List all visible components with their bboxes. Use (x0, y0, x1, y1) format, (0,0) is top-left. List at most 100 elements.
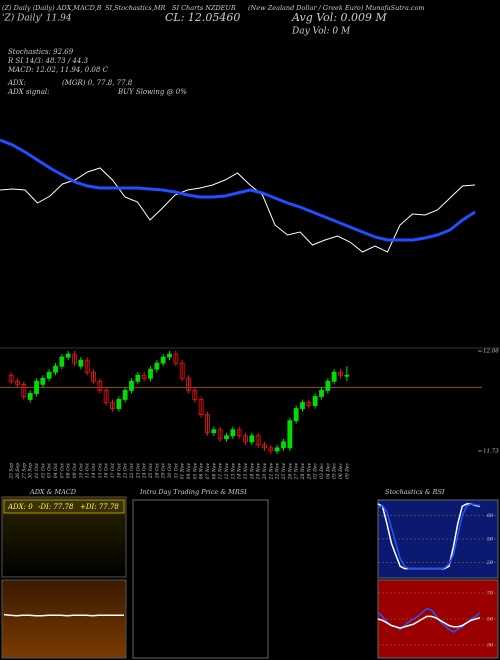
candle-body (243, 435, 248, 443)
candle-body (8, 374, 14, 382)
header-text: (New Zealand Dollar / Greek Euro) Munafa… (248, 4, 425, 12)
candle-body (21, 383, 27, 397)
x-tick-label: 01 Nov (180, 463, 186, 480)
candle-body (224, 435, 229, 440)
candle-body (281, 441, 286, 449)
header-text: (Z) Daily (Daily) ADX,MACD,B (2, 4, 102, 12)
candle-body (110, 402, 115, 409)
x-tick-label: 03 Dec (319, 463, 325, 479)
header-text: R SI 14/3: 48.73 / 44.3 (7, 57, 89, 65)
y-tick-label: 20 (486, 560, 494, 566)
candle-body (287, 420, 293, 449)
candle-body (84, 359, 90, 373)
x-tick-label: 18 Nov (249, 463, 255, 480)
intraday-panel (132, 499, 269, 659)
x-tick-label: 23 Oct (135, 463, 141, 479)
candle-body (59, 356, 65, 367)
x-tick-label: 20 Nov (262, 463, 268, 481)
candle-body (331, 371, 337, 382)
x-tick-label: 11 Nov (218, 463, 224, 480)
candle-body (198, 399, 204, 416)
candle-body (192, 389, 198, 400)
candle-body (97, 380, 103, 391)
x-tick-label: 02 Oct (40, 463, 46, 478)
x-tick-label: 07 Oct (59, 463, 65, 478)
x-tick-label: 31 Oct (173, 463, 179, 478)
candle-body (116, 399, 122, 409)
candle-body (306, 402, 312, 406)
candle-body (230, 429, 236, 437)
x-tick-label: 03 Oct (47, 463, 53, 478)
series-line (377, 503, 481, 570)
y-tick-label: 12.06 (483, 349, 499, 355)
candle-body (141, 374, 147, 379)
header-text: 'Z) Daily' 11.94 (2, 13, 72, 24)
x-tick-label: 19 Nov (256, 463, 262, 480)
y-tick-label: 50 (487, 617, 494, 623)
x-tick-label: 09 Dec (344, 463, 350, 479)
x-tick-label: 09 Oct (72, 463, 78, 478)
x-tick-label: 04 Dec (325, 463, 331, 479)
candle-body (312, 396, 318, 406)
header-text: BUY Slowing @ 0% (117, 88, 187, 96)
x-tick-label: 24 Oct (142, 463, 148, 479)
candle-body (236, 429, 242, 437)
x-tick-label: 30 Sep (28, 463, 34, 479)
candle-body (179, 362, 185, 379)
x-tick-label: 17 Oct (110, 463, 116, 478)
x-tick-label: 07 Nov (205, 463, 211, 480)
x-tick-label: 27 Nov (294, 463, 300, 481)
candle-body (27, 393, 33, 400)
x-tick-label: 01 Oct (34, 463, 40, 478)
x-tick-label: 06 Nov (199, 463, 205, 480)
header-text: Day Vol: 0 M (291, 27, 351, 37)
x-tick-label: 14 Oct (91, 463, 97, 478)
x-tick-label: 08 Oct (66, 463, 72, 478)
candle-body (78, 359, 84, 367)
x-tick-label: 13 Nov (230, 463, 236, 480)
series-line (0, 138, 476, 242)
series-line (377, 615, 481, 629)
adx-strip (3, 499, 125, 514)
x-tick-label: 06 Dec (338, 463, 344, 479)
header-text: SI Charts NZDEUR (172, 4, 236, 12)
x-tick-label: 18 Oct (116, 463, 122, 478)
x-tick-label: 11 Oct (85, 463, 91, 478)
candle-body (129, 380, 134, 391)
header-text: Avg Vol: 0.009 M (291, 11, 388, 24)
candle-body (300, 402, 305, 409)
candle-body (148, 368, 153, 379)
candle-body (40, 377, 46, 385)
header-text: Stochastics: 92.69 (8, 48, 74, 56)
candle-body (46, 371, 52, 379)
y-tick-label: 11.73 (483, 448, 499, 454)
x-tick-label: 27 Sep (21, 463, 27, 480)
adx-label: -DI: 77.78 (38, 503, 74, 511)
panel-title: ADX & MACD (29, 488, 77, 496)
x-tick-label: 26 Nov (287, 463, 293, 481)
x-tick-label: 15 Oct (97, 463, 103, 478)
x-tick-label: 28 Oct (154, 463, 160, 479)
x-tick-label: 05 Nov (192, 463, 198, 480)
candle-body (293, 408, 299, 422)
y-tick-label: 30 (487, 643, 494, 649)
candle-body (15, 380, 20, 385)
macd-panel (1, 579, 127, 659)
x-tick-label: 29 Nov (306, 463, 312, 481)
panel-title: Intra Day Trading Price & MRSI (139, 488, 247, 496)
x-tick-label: 16 Oct (104, 463, 110, 478)
adx-label: ADX: 0 (7, 503, 33, 511)
candle-body (122, 389, 128, 400)
x-tick-label: 22 Nov (275, 463, 281, 481)
x-tick-label: 04 Nov (186, 463, 192, 480)
candle-body (249, 435, 255, 443)
candle-body (325, 380, 331, 391)
candle-body (211, 429, 217, 434)
header-text: SI,Stochastics,MR (105, 4, 165, 12)
header-text: (MGR) 0, 77.8, 77.8 (62, 79, 133, 87)
x-tick-label: 04 Oct (53, 463, 59, 478)
y-tick-label: 50 (487, 537, 494, 543)
series-line (3, 613, 124, 617)
